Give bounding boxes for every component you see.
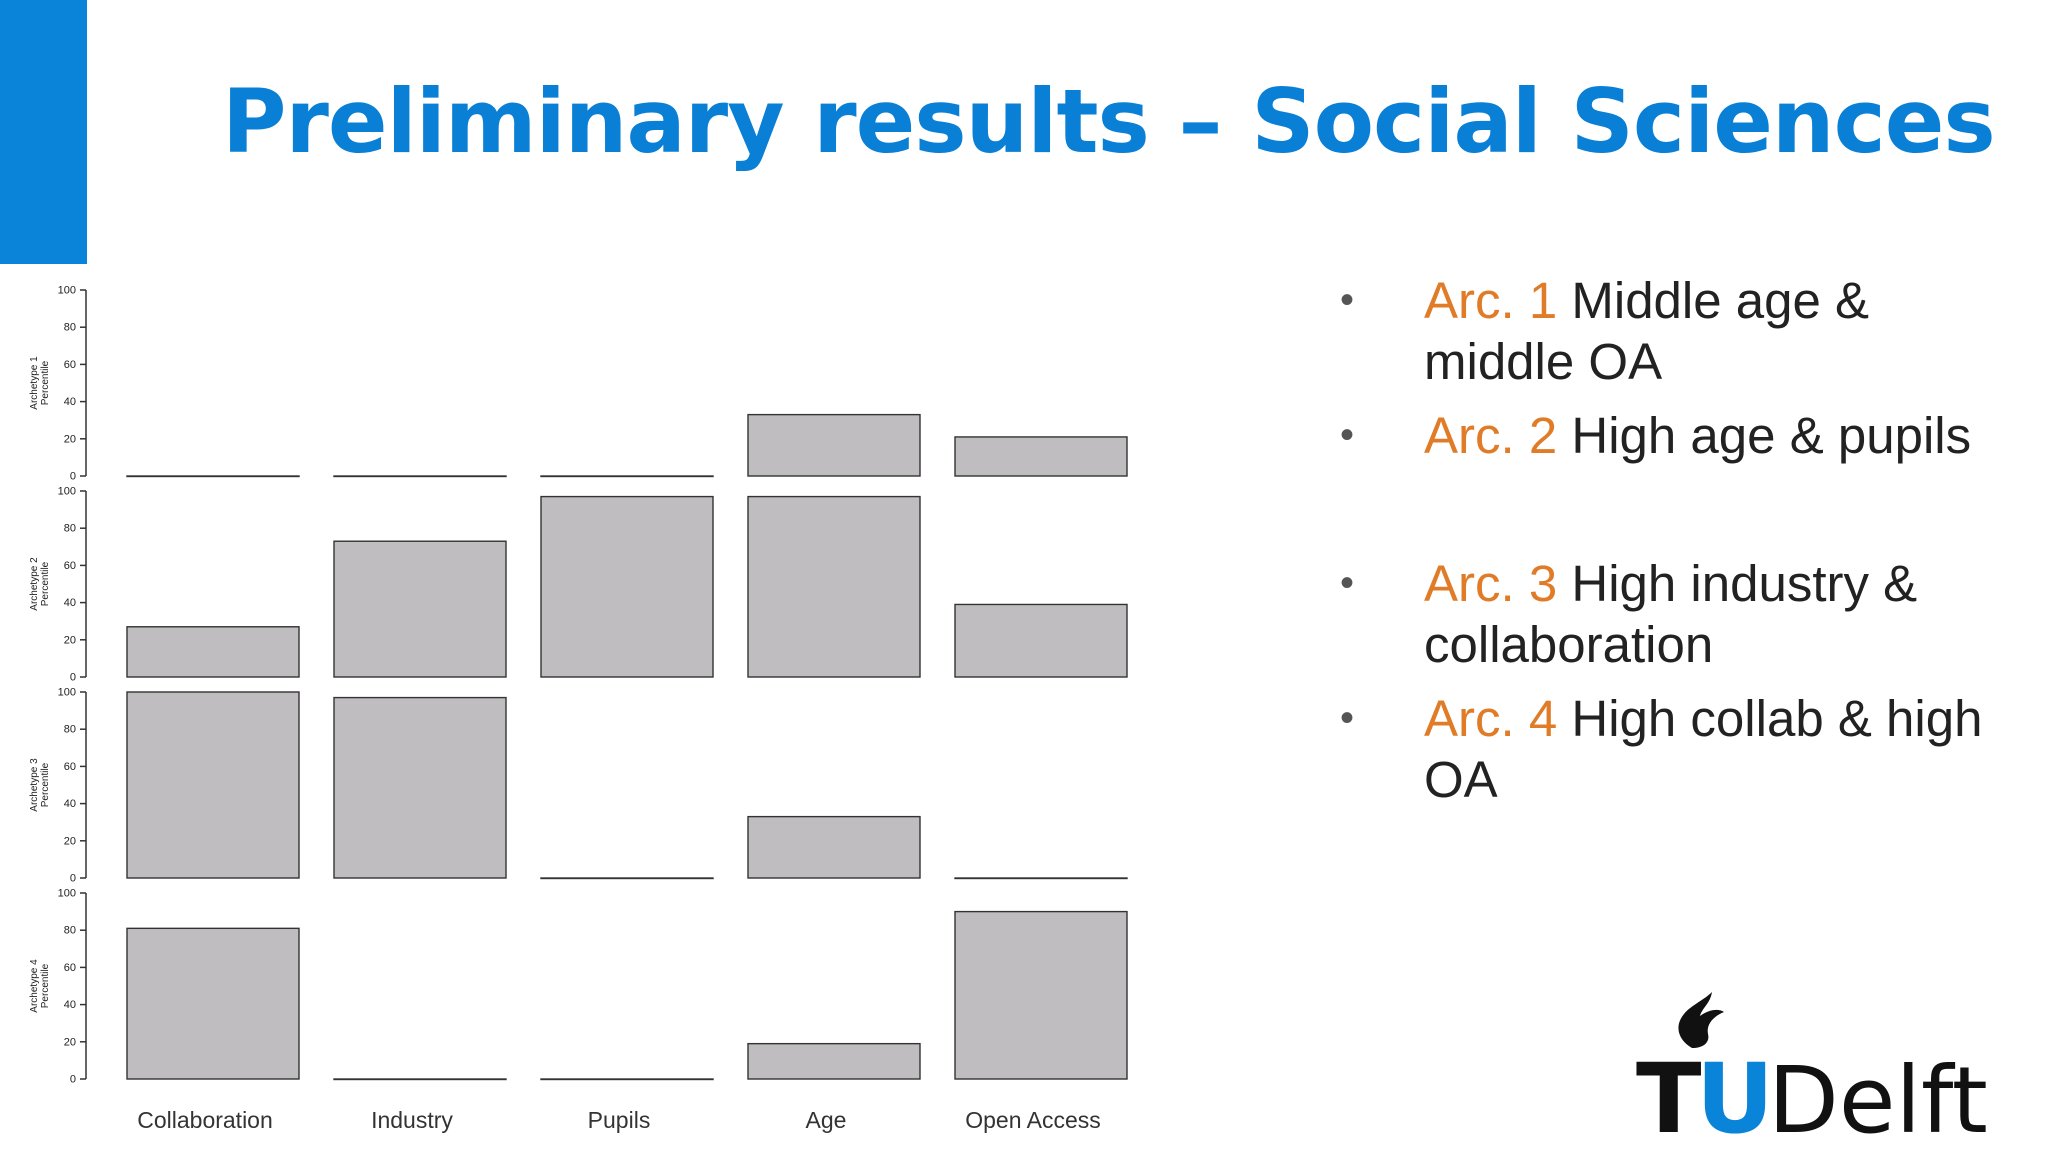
y-tick-label: 100 <box>58 687 76 699</box>
y-tick-label: 0 <box>70 1074 76 1086</box>
bullet-text: High collab & high OA <box>1424 690 1983 808</box>
bar <box>540 877 714 880</box>
y-tick-label: 60 <box>64 560 76 572</box>
y-tick-label: 40 <box>64 999 76 1011</box>
y-tick-label: 20 <box>64 634 76 646</box>
y-tick-label: 40 <box>64 597 76 609</box>
panel-ylabel-line: Percentile <box>40 360 51 405</box>
y-tick-label: 40 <box>64 798 76 810</box>
panel-ylabel-line: Percentile <box>40 561 51 606</box>
slide-title: Preliminary results – Social Sciences <box>222 70 1996 173</box>
logo-word-delft: Delft <box>1768 1047 1988 1140</box>
bullet-arc-3: • Arc. 3 High industry & collaboration <box>1340 553 2020 675</box>
bullet-arc-label: Arc. 3 <box>1424 555 1558 612</box>
panel-ylabel-line: Archetype 1 <box>29 356 40 410</box>
bar <box>954 877 1128 880</box>
bullet-arc-label: Arc. 2 <box>1424 407 1558 464</box>
flame-icon <box>1678 992 1724 1048</box>
y-tick-label: 0 <box>70 672 76 684</box>
y-tick-label: 20 <box>64 835 76 847</box>
bar <box>540 1078 714 1081</box>
bar <box>333 475 507 478</box>
y-tick-label: 100 <box>58 285 76 297</box>
tu-delft-logo: T U Delft <box>1636 992 1988 1140</box>
y-tick-label: 100 <box>58 486 76 498</box>
panel-ylabel: Archetype 3Percentile <box>29 758 51 812</box>
bullet-text: High age & pupils <box>1571 407 1972 464</box>
bar <box>126 626 300 678</box>
bar <box>747 815 921 879</box>
bar <box>747 1042 921 1080</box>
y-tick-label: 80 <box>64 724 76 736</box>
bar <box>954 910 1128 1080</box>
y-tick-label: 40 <box>64 396 76 408</box>
x-category-label: Pupils <box>588 1107 651 1133</box>
bar <box>540 475 714 478</box>
bullet-dot-icon: • <box>1340 561 1355 605</box>
bullet-arc-2: • Arc. 2 High age & pupils <box>1340 405 2020 466</box>
panel-ylabel-line: Percentile <box>40 963 51 1008</box>
y-tick-label: 60 <box>64 761 76 773</box>
bullet-text: High industry & collaboration <box>1424 555 1918 673</box>
bar <box>747 413 921 477</box>
panel-ylabel-line: Percentile <box>40 762 51 807</box>
y-tick-label: 0 <box>70 873 76 885</box>
y-tick-label: 20 <box>64 433 76 445</box>
panel-ylabel-line: Archetype 4 <box>29 959 40 1013</box>
y-tick-label: 0 <box>70 471 76 483</box>
bullet-dot-icon: • <box>1340 278 1355 322</box>
panel-ylabel: Archetype 4Percentile <box>29 959 51 1013</box>
y-tick-label: 60 <box>64 359 76 371</box>
bullet-arc-4: • Arc. 4 High collab & high OA <box>1340 688 2020 810</box>
bar <box>126 691 300 879</box>
bullet-dot-icon: • <box>1340 696 1355 740</box>
bar <box>126 475 300 478</box>
bar <box>954 436 1128 477</box>
y-tick-label: 60 <box>64 962 76 974</box>
logo-letter-u: U <box>1696 1043 1774 1140</box>
x-category-label: Industry <box>371 1107 453 1133</box>
y-tick-label: 80 <box>64 523 76 535</box>
panel-ylabel: Archetype 2Percentile <box>29 557 51 611</box>
bar <box>333 1078 507 1081</box>
y-tick-label: 80 <box>64 925 76 937</box>
y-tick-label: 20 <box>64 1036 76 1048</box>
x-category-label: Open Access <box>965 1107 1101 1133</box>
accent-bar <box>0 0 87 264</box>
bullet-dot-icon: • <box>1340 413 1355 457</box>
bullet-text: Middle age & middle OA <box>1424 272 1870 390</box>
archetype-bullets: • Arc. 1 Middle age & middle OA • Arc. 2… <box>1340 270 2020 810</box>
bar <box>540 495 714 678</box>
bar <box>954 603 1128 678</box>
bar <box>126 927 300 1080</box>
logo-letter-t: T <box>1636 1043 1701 1140</box>
y-tick-label: 100 <box>58 888 76 900</box>
panel-ylabel: Archetype 1Percentile <box>29 356 51 410</box>
panel-ylabel-line: Archetype 2 <box>29 557 40 611</box>
x-category-label: Collaboration <box>137 1107 273 1133</box>
panel-ylabel-line: Archetype 3 <box>29 758 40 812</box>
bullet-arc-label: Arc. 1 <box>1424 272 1558 329</box>
x-category-label: Age <box>806 1107 847 1133</box>
bar <box>333 696 507 879</box>
y-tick-label: 80 <box>64 322 76 334</box>
bullet-arc-1: • Arc. 1 Middle age & middle OA <box>1340 270 2020 392</box>
bar <box>333 540 507 678</box>
bar <box>747 495 921 678</box>
bullet-arc-label: Arc. 4 <box>1424 690 1558 747</box>
